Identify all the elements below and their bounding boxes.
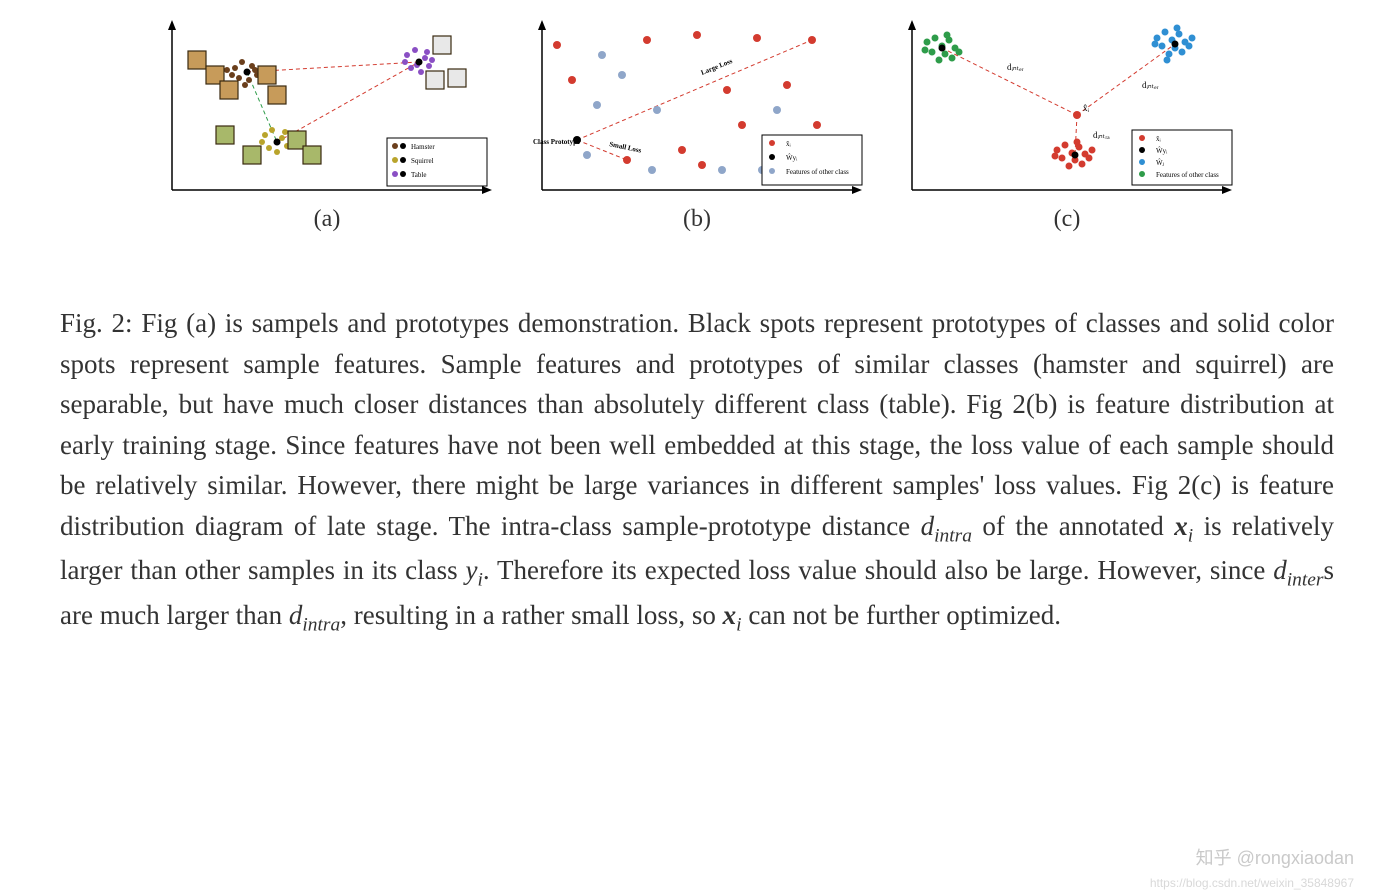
svg-text:Ŵyᵢ: Ŵyᵢ bbox=[1156, 147, 1168, 155]
svg-text:Ŵⱼ: Ŵⱼ bbox=[1156, 159, 1164, 167]
svg-text:Large Loss: Large Loss bbox=[700, 57, 734, 77]
svg-text:dᵢₙₜₑᵣ: dᵢₙₜₑᵣ bbox=[1007, 62, 1024, 72]
svg-text:x̂ᵢ: x̂ᵢ bbox=[786, 140, 792, 148]
svg-text:dᵢₙₜₑᵣ: dᵢₙₜₑᵣ bbox=[1142, 80, 1159, 90]
watermark-url: https://blog.csdn.net/weixin_35848967 bbox=[1150, 876, 1354, 890]
sub-inter: inter bbox=[1287, 569, 1324, 590]
caption-prefix: Fig. 2: bbox=[60, 308, 141, 338]
svg-text:Table: Table bbox=[411, 171, 426, 179]
caption-p4: . Therefore its expected loss value shou… bbox=[483, 555, 1273, 585]
panel-a-label: (a) bbox=[157, 206, 497, 233]
sub-intra-1: intra bbox=[934, 525, 972, 546]
d-intra-1: d bbox=[921, 511, 935, 541]
panel-b-label: (b) bbox=[527, 206, 867, 233]
svg-text:Features of other class: Features of other class bbox=[786, 168, 849, 176]
yi: y bbox=[466, 555, 478, 585]
panel-b-svg: Class Prototype Small Loss Large Loss x̂ᵢ Ŵy… bbox=[527, 20, 867, 200]
sub-intra-2: intra bbox=[302, 614, 340, 635]
svg-text:Ŵyᵢ: Ŵyᵢ bbox=[786, 154, 798, 162]
panel-a: Hamster Squirrel Table (a) bbox=[157, 20, 497, 233]
svg-text:Small Loss: Small Loss bbox=[609, 140, 643, 155]
svg-text:x̂ᵢ: x̂ᵢ bbox=[1156, 135, 1162, 143]
svg-text:Class Prototype: Class Prototype bbox=[533, 138, 580, 146]
svg-text:Hamster: Hamster bbox=[411, 143, 435, 151]
panel-c-svg: dᵢₙₜₑᵣ dᵢₙₜₑᵣ dᵢₙₜᵣₐ x̂ᵢ x̂ᵢ Ŵyᵢ Ŵⱼ Features of… bbox=[897, 20, 1237, 200]
xi-2: x bbox=[723, 600, 737, 630]
panel-a-svg: Hamster Squirrel Table bbox=[157, 20, 497, 200]
watermark-main: 知乎 @rongxiaodan bbox=[1196, 844, 1354, 870]
xi-1: x bbox=[1174, 511, 1188, 541]
panel-c-label: (c) bbox=[897, 206, 1237, 233]
figure-row: Hamster Squirrel Table (a) Class Prototype… bbox=[60, 20, 1334, 233]
figure-caption: Fig. 2: Fig (a) is sampels and prototype… bbox=[60, 303, 1334, 639]
caption-p6: , resulting in a rather small loss, so bbox=[340, 600, 722, 630]
caption-p7: can not be further optimized. bbox=[742, 600, 1061, 630]
caption-p1: Fig (a) is sampels and prototypes demons… bbox=[60, 308, 1334, 541]
svg-text:x̂ᵢ: x̂ᵢ bbox=[1083, 103, 1090, 113]
panel-b: Class Prototype Small Loss Large Loss x̂ᵢ Ŵy… bbox=[527, 20, 867, 233]
panel-c: dᵢₙₜₑᵣ dᵢₙₜₑᵣ dᵢₙₜᵣₐ x̂ᵢ x̂ᵢ Ŵyᵢ Ŵⱼ Features of… bbox=[897, 20, 1237, 233]
svg-text:Features of other class: Features of other class bbox=[1156, 171, 1219, 179]
svg-text:dᵢₙₜᵣₐ: dᵢₙₜᵣₐ bbox=[1093, 130, 1110, 140]
svg-text:Squirrel: Squirrel bbox=[411, 157, 434, 165]
caption-p2: of the annotated bbox=[972, 511, 1174, 541]
d-intra-2: d bbox=[289, 600, 303, 630]
d-inter: d bbox=[1273, 555, 1287, 585]
